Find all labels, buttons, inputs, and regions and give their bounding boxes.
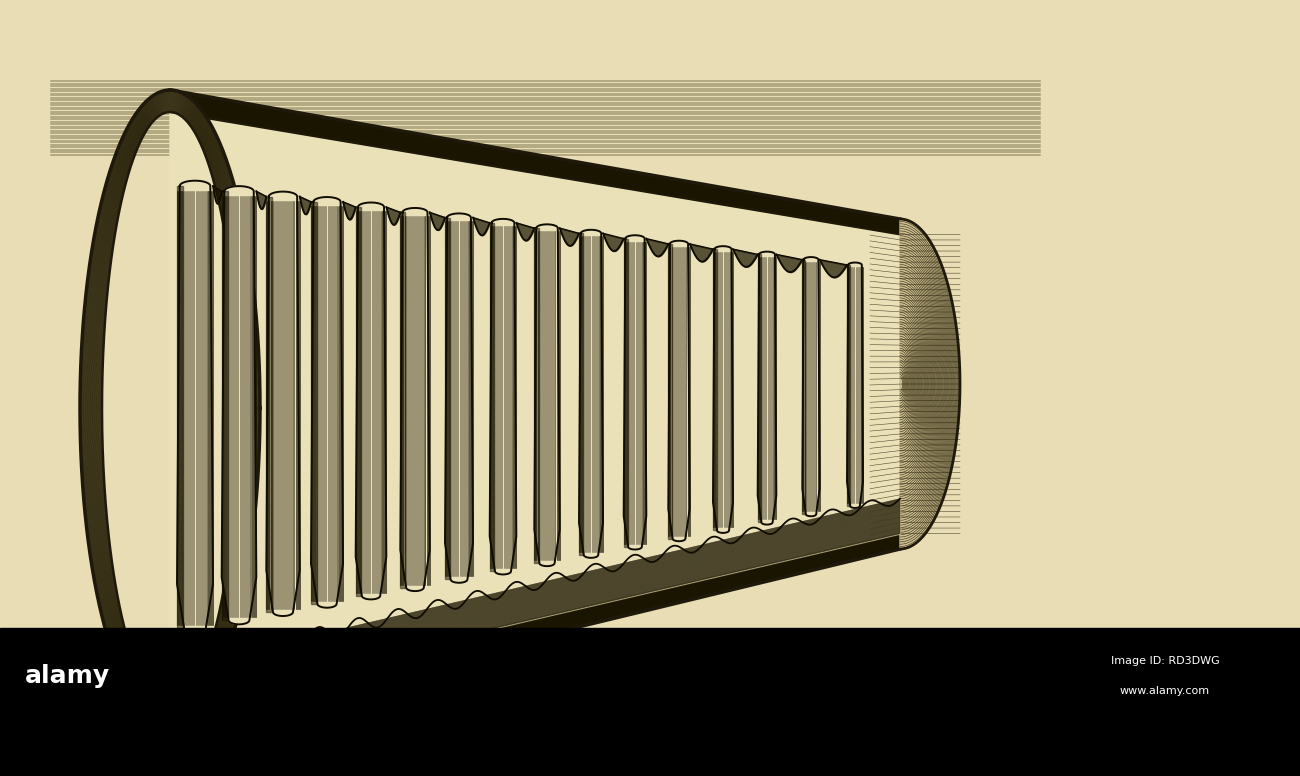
- Polygon shape: [578, 234, 584, 555]
- Polygon shape: [266, 196, 272, 612]
- Polygon shape: [624, 235, 646, 549]
- Polygon shape: [900, 219, 959, 549]
- Polygon shape: [356, 207, 361, 596]
- Polygon shape: [81, 90, 260, 726]
- Polygon shape: [490, 219, 516, 574]
- Polygon shape: [848, 262, 863, 508]
- Polygon shape: [445, 217, 450, 580]
- Polygon shape: [222, 192, 227, 620]
- Polygon shape: [490, 223, 494, 571]
- Polygon shape: [534, 224, 560, 566]
- Polygon shape: [177, 186, 183, 629]
- Text: www.alamy.com: www.alamy.com: [1119, 686, 1210, 696]
- Polygon shape: [177, 181, 213, 632]
- Polygon shape: [400, 213, 406, 587]
- Text: Image ID: RD3DWG: Image ID: RD3DWG: [1110, 656, 1219, 666]
- Polygon shape: [668, 241, 690, 541]
- Polygon shape: [668, 244, 672, 539]
- Polygon shape: [624, 239, 628, 547]
- Polygon shape: [0, 628, 1300, 776]
- Polygon shape: [758, 251, 776, 525]
- Polygon shape: [222, 186, 256, 625]
- Polygon shape: [712, 246, 733, 533]
- Polygon shape: [758, 255, 760, 522]
- Polygon shape: [356, 203, 386, 599]
- Polygon shape: [534, 228, 538, 563]
- Polygon shape: [170, 90, 900, 234]
- Polygon shape: [311, 202, 317, 604]
- Polygon shape: [712, 249, 716, 531]
- Polygon shape: [266, 192, 300, 616]
- Polygon shape: [848, 265, 850, 506]
- Polygon shape: [170, 112, 900, 704]
- Polygon shape: [400, 208, 430, 591]
- Polygon shape: [578, 230, 603, 558]
- Polygon shape: [170, 534, 900, 726]
- Polygon shape: [311, 197, 343, 608]
- Polygon shape: [802, 260, 806, 514]
- Polygon shape: [445, 213, 473, 583]
- Polygon shape: [802, 257, 820, 516]
- Text: alamy: alamy: [25, 664, 110, 688]
